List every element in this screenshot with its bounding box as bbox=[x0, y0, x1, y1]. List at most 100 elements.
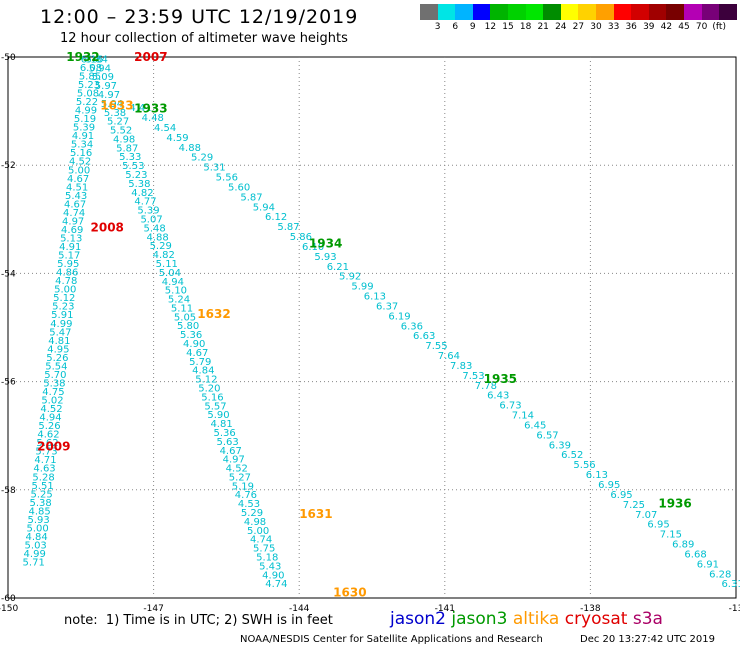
y-tick-label: -58 bbox=[1, 486, 16, 496]
swh-value: 5.29 bbox=[150, 241, 172, 252]
swh-value: 5.04 bbox=[159, 268, 181, 279]
colorbar-tick-label: 39 bbox=[643, 22, 655, 32]
colorbar-tick-label: (ft) bbox=[712, 22, 726, 32]
colorbar-swatch bbox=[578, 4, 596, 20]
colorbar-swatch bbox=[455, 4, 473, 20]
track-time-label: 1934 bbox=[309, 237, 342, 251]
colorbar-swatch bbox=[437, 4, 456, 20]
satellite-legend-jason3: jason3 bbox=[451, 609, 513, 629]
swh-value: 4.74 bbox=[63, 208, 85, 219]
swh-value: 4.67 bbox=[64, 199, 86, 210]
swh-value: 5.08 bbox=[77, 89, 99, 100]
satellite-legend-altika: altika bbox=[512, 609, 565, 629]
swh-value: 5.23 bbox=[78, 80, 100, 91]
swh-value: 4.59 bbox=[166, 133, 188, 144]
swh-value: 5.71 bbox=[23, 558, 45, 569]
swh-value: 5.11 bbox=[156, 259, 178, 270]
swh-value: 5.43 bbox=[65, 191, 87, 202]
colorbar-tick-label: 3 bbox=[434, 22, 441, 32]
swh-value: 4.82 bbox=[153, 250, 175, 261]
swh-value: 4.67 bbox=[186, 348, 208, 359]
swh-value: 6.45 bbox=[524, 420, 546, 431]
swh-value: 5.12 bbox=[195, 375, 217, 386]
swh-value: 5.57 bbox=[204, 401, 226, 412]
swh-value: 5.29 bbox=[191, 153, 213, 164]
swh-value: 5.56 bbox=[573, 460, 595, 471]
swh-value: 5.92 bbox=[339, 272, 361, 283]
swh-value: 6.16 bbox=[81, 54, 103, 65]
swh-value: 4.84 bbox=[26, 532, 48, 543]
swh-value: 4.78 bbox=[55, 276, 77, 287]
swh-value: 5.38 bbox=[43, 378, 65, 389]
swh-value: 5.75 bbox=[253, 544, 275, 555]
swh-value: 5.10 bbox=[165, 286, 187, 297]
swh-value: 5.13 bbox=[60, 233, 82, 244]
swh-value: 4.76 bbox=[235, 490, 257, 501]
swh-value: 5.26 bbox=[46, 353, 68, 364]
swh-value: 4.85 bbox=[28, 506, 50, 517]
swh-value: 6.13 bbox=[586, 470, 608, 481]
swh-value: 5.38 bbox=[128, 179, 150, 190]
colorbar-tick-label: 18 bbox=[519, 22, 532, 32]
colorbar-swatch bbox=[701, 4, 720, 20]
colorbar-swatch bbox=[490, 4, 508, 20]
swh-value: 4.67 bbox=[220, 446, 242, 457]
swh-value: 5.27 bbox=[229, 472, 251, 483]
timestamp-text: Dec 20 13:27:42 UTC 2019 bbox=[580, 634, 715, 645]
swh-value: 4.98 bbox=[244, 517, 266, 528]
swh-value: 5.93 bbox=[27, 515, 49, 526]
swh-value: 5.90 bbox=[207, 410, 229, 421]
swh-value: 4.81 bbox=[48, 336, 70, 347]
swh-value: 4.81 bbox=[210, 419, 232, 430]
swh-value: 5.20 bbox=[198, 384, 220, 395]
swh-value: 7.15 bbox=[660, 530, 682, 541]
swh-value: 6.57 bbox=[536, 430, 558, 441]
swh-value: 6.36 bbox=[401, 321, 423, 332]
swh-value: 5.16 bbox=[70, 148, 92, 159]
swh-value: 5.39 bbox=[73, 123, 95, 134]
swh-value: 5.24 bbox=[168, 295, 190, 306]
swh-value: 4.52 bbox=[226, 464, 248, 475]
colorbar-swatch bbox=[719, 4, 737, 20]
x-tick-label: -147 bbox=[143, 604, 163, 614]
swh-value: 5.85 bbox=[79, 71, 101, 82]
swh-value: 4.74 bbox=[265, 579, 287, 590]
track-time-label: 2009 bbox=[37, 440, 70, 454]
track-time-label: 1932 bbox=[66, 50, 99, 64]
colorbar bbox=[420, 4, 737, 20]
swh-value: 7.78 bbox=[475, 381, 497, 392]
track-time-label: 1630 bbox=[333, 586, 366, 600]
swh-value: 6.19 bbox=[388, 311, 410, 322]
swh-value: 7.53 bbox=[462, 371, 484, 382]
swh-value: 4.88 bbox=[179, 143, 201, 154]
swh-value: 5.00 bbox=[54, 285, 76, 296]
colorbar-swatch bbox=[525, 4, 544, 20]
swh-value: 5.11 bbox=[171, 303, 193, 314]
swh-value: 5.03 bbox=[25, 540, 47, 551]
swh-value: 4.99 bbox=[50, 319, 72, 330]
swh-value: 5.12 bbox=[53, 293, 75, 304]
swh-value: 4.97 bbox=[98, 90, 120, 101]
swh-value: 5.86 bbox=[290, 232, 312, 243]
satellite-legend-jason2: jason2 bbox=[390, 609, 452, 629]
y-tick-label: -56 bbox=[1, 378, 16, 388]
colorbar-swatch bbox=[666, 4, 684, 20]
swh-value: 4.91 bbox=[72, 131, 94, 142]
swh-value: 4.97 bbox=[62, 216, 84, 227]
swh-value: 6.63 bbox=[413, 331, 435, 342]
swh-value: 5.33 bbox=[119, 152, 141, 163]
colorbar-tick-label: 15 bbox=[502, 22, 514, 32]
swh-value: 5.07 bbox=[140, 215, 162, 226]
swh-value: 5.94 bbox=[253, 202, 275, 213]
swh-value: 7.83 bbox=[450, 361, 472, 372]
colorbar-tick-label: 30 bbox=[590, 22, 602, 32]
swh-value: 5.52 bbox=[110, 126, 132, 137]
swh-value: 4.90 bbox=[262, 570, 284, 581]
swh-value: 6.31 bbox=[721, 579, 740, 590]
swh-value: 6.13 bbox=[364, 292, 386, 303]
swh-value: 5.31 bbox=[203, 163, 225, 174]
swh-value: 5.00 bbox=[247, 526, 269, 537]
y-tick-label: -52 bbox=[1, 161, 16, 171]
colorbar-tick-label: 24 bbox=[555, 22, 567, 32]
colorbar-tick-label: 21 bbox=[537, 22, 549, 32]
